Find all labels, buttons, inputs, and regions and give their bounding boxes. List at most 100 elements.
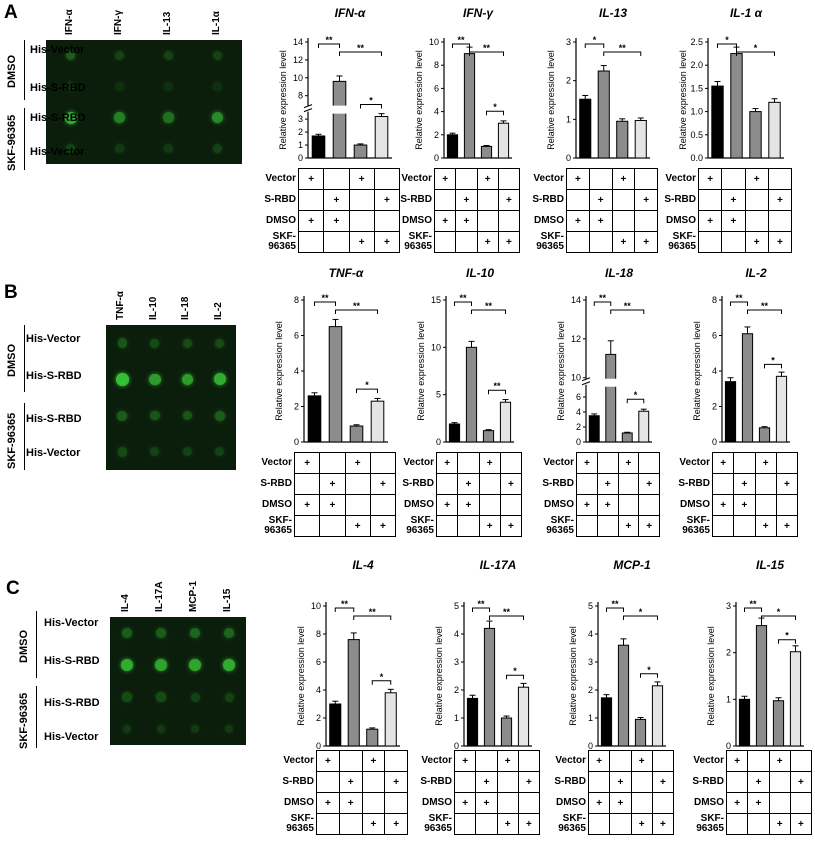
bar — [768, 101, 781, 159]
condition-cell — [457, 515, 480, 537]
condition-cell — [478, 473, 501, 495]
condition-cell — [348, 210, 375, 232]
bar-break — [604, 378, 617, 387]
bar — [483, 627, 496, 747]
condition-label: SKF-96365 — [402, 813, 455, 835]
significance-label: ** — [357, 43, 365, 53]
condition-row: SKF-96365 + + — [402, 813, 541, 835]
significance-bracket — [471, 309, 506, 314]
blot-row-label: His-Vector — [44, 617, 99, 629]
condition-cell — [596, 515, 619, 537]
condition-cell: + — [293, 494, 321, 516]
condition-cell — [638, 494, 660, 516]
condition-cell — [697, 231, 723, 253]
group-bracket — [24, 108, 25, 170]
significance-label: * — [785, 631, 789, 641]
y-tick-label: 10 — [431, 342, 441, 352]
y-tick-label: 2 — [726, 648, 731, 658]
condition-row: Vector + + — [264, 750, 408, 772]
condition-cell — [435, 515, 459, 537]
chart-title: MCP-1 — [613, 558, 651, 572]
condition-cell: + — [338, 792, 363, 814]
condition-label: SKF-96365 — [246, 231, 299, 253]
blot-spot — [155, 659, 167, 671]
significance-label: ** — [619, 43, 627, 53]
y-tick-label: 0.5 — [690, 130, 703, 140]
condition-cell: + — [775, 515, 799, 537]
condition-cell — [638, 452, 660, 474]
condition-cell: + — [316, 792, 340, 814]
y-axis-label: Relative expression level — [278, 50, 288, 150]
condition-cell: + — [651, 813, 675, 835]
condition-cell: + — [697, 210, 723, 232]
y-tick-label: 4 — [712, 366, 717, 376]
bar-break — [332, 105, 347, 114]
y-tick-label: 0 — [436, 437, 441, 447]
condition-label: DMSO — [402, 792, 455, 814]
condition-cell — [323, 231, 350, 253]
blot-column-label: IL-2 — [212, 302, 224, 320]
y-tick-label: 4 — [576, 407, 581, 417]
condition-cell: + — [744, 231, 769, 253]
blot-spot — [156, 724, 166, 734]
condition-label: SKF-96365 — [384, 515, 437, 537]
condition-cell: + — [609, 792, 632, 814]
condition-label: Vector — [402, 750, 455, 772]
condition-cell — [651, 750, 675, 772]
condition-cell: + — [721, 189, 746, 211]
y-axis-label: Relative expression level — [274, 321, 284, 421]
condition-cell — [476, 210, 499, 232]
group-bracket — [36, 686, 37, 748]
blot-row-label: His-Vector — [26, 333, 81, 345]
condition-row: SKF-96365 + + — [514, 231, 658, 253]
condition-cell: + — [496, 750, 519, 772]
significance-label: ** — [485, 301, 493, 311]
bar — [499, 401, 512, 443]
condition-cell: + — [323, 189, 350, 211]
condition-cell: + — [588, 210, 613, 232]
condition-row: SKF-96365 + + — [524, 515, 660, 537]
condition-label: Vector — [646, 168, 699, 190]
blot-spot — [164, 82, 173, 91]
condition-cell: + — [499, 515, 523, 537]
group-bracket — [36, 611, 37, 678]
significance-bracket — [486, 110, 504, 116]
significance-label: ** — [457, 35, 465, 45]
condition-cell — [744, 189, 769, 211]
condition-cell — [617, 494, 640, 516]
condition-cell — [754, 473, 777, 495]
condition-cell — [297, 231, 325, 253]
significance-bracket — [472, 607, 490, 612]
blot-spot — [213, 82, 222, 91]
blot-column-label: IL-1α — [210, 11, 222, 35]
condition-row: SKF-96365 + + — [384, 515, 523, 537]
significance-label: ** — [735, 293, 743, 303]
blot-spot — [214, 410, 225, 421]
condition-cell — [775, 452, 799, 474]
y-tick-label: 1.5 — [690, 83, 703, 93]
condition-row: Vector + + — [242, 452, 397, 474]
blot-column-label: MCP-1 — [188, 580, 199, 612]
condition-cell: + — [630, 813, 653, 835]
condition-table: Vector + + S-RBD + + DMSO + + SKF-96365 + + — [242, 452, 397, 537]
condition-cell: + — [344, 515, 371, 537]
significance-bracket — [489, 615, 524, 620]
significance-label: ** — [325, 35, 333, 45]
condition-cell: + — [316, 750, 340, 772]
condition-cell — [361, 771, 386, 793]
condition-cell — [697, 189, 723, 211]
condition-cell: + — [496, 813, 519, 835]
condition-cell — [711, 473, 735, 495]
y-tick-label: 4 — [434, 107, 439, 117]
y-tick-label: 0 — [434, 153, 439, 163]
blot-spot — [150, 410, 160, 421]
blot-spot — [65, 50, 76, 61]
condition-label: S-RBD — [382, 189, 435, 211]
y-tick-label: 3 — [566, 37, 571, 47]
condition-cell — [499, 452, 523, 474]
condition-cell — [576, 473, 598, 495]
significance-bracket — [353, 615, 392, 620]
condition-cell — [319, 452, 346, 474]
condition-row: DMSO + + — [660, 494, 799, 516]
